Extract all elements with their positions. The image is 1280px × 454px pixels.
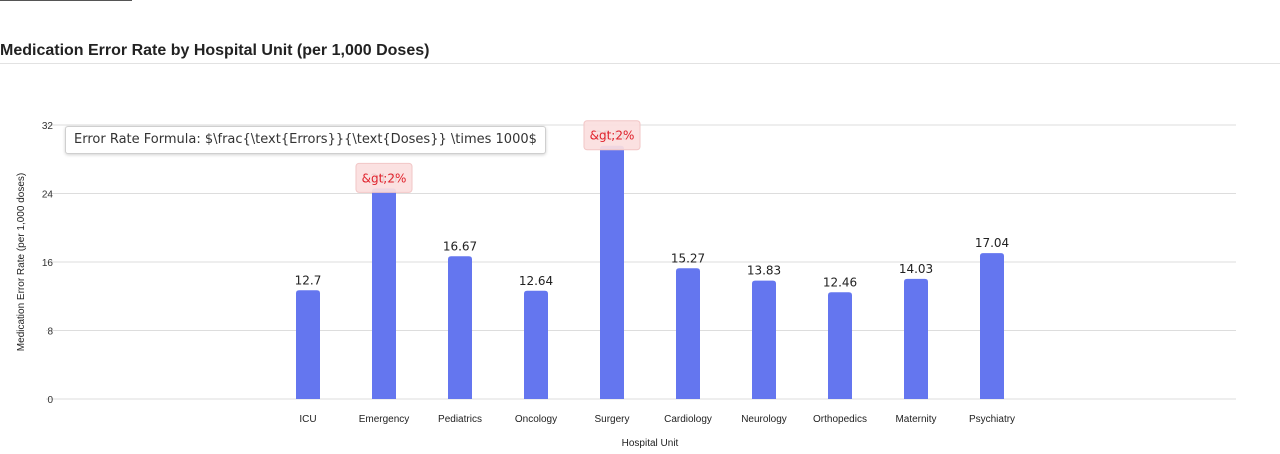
threshold-badge-text: &gt;2% [590, 129, 635, 143]
x-tick-label: Oncology [515, 414, 557, 425]
x-tick-label: Cardiology [664, 414, 712, 425]
bar-icu [296, 290, 320, 399]
formula-note: Error Rate Formula: $\frac{\text{Errors}… [65, 126, 546, 154]
x-tick-label: Maternity [895, 414, 936, 425]
top-divider [0, 0, 132, 1]
x-tick-label: Neurology [741, 414, 787, 425]
bar-oncology [524, 290, 548, 399]
x-tick-label: Pediatrics [438, 414, 482, 425]
x-tick-label: Psychiatry [969, 414, 1015, 425]
x-tick-label: ICU [299, 414, 316, 425]
data-label: 16.67 [443, 239, 477, 253]
bar-surgery [600, 145, 624, 399]
bar-neurology [752, 280, 776, 399]
data-label: 12.46 [823, 275, 857, 289]
data-label: 12.64 [519, 274, 553, 288]
y-tick-label: 24 [42, 190, 54, 201]
data-label: 14.03 [899, 262, 933, 276]
y-axis-label: Medication Error Rate (per 1,000 doses) [16, 173, 27, 351]
x-tick-label: Emergency [359, 414, 410, 425]
x-tick-label: Surgery [594, 414, 629, 425]
bar-orthopedics [828, 292, 852, 399]
data-label: 12.7 [295, 273, 322, 287]
y-tick-label: 8 [47, 327, 53, 338]
data-label: 13.83 [747, 264, 781, 278]
bar-cardiology [676, 268, 700, 399]
chart-title: Medication Error Rate by Hospital Unit (… [0, 42, 430, 59]
bar-emergency [372, 188, 396, 399]
bar-psychiatry [980, 253, 1004, 399]
x-tick-label: Orthopedics [813, 414, 867, 425]
data-label: 17.04 [975, 236, 1009, 250]
bar-pediatrics [448, 256, 472, 399]
threshold-badge [355, 162, 413, 193]
y-tick-label: 0 [47, 395, 53, 406]
x-axis-label: Hospital Unit [622, 438, 679, 449]
y-tick-label: 32 [42, 121, 54, 132]
data-label: 15.27 [671, 251, 705, 265]
y-tick-label: 16 [42, 258, 54, 269]
title-divider [0, 63, 1280, 64]
threshold-badge-text: &gt;2% [362, 171, 407, 185]
bar-maternity [904, 278, 928, 399]
threshold-badge [583, 120, 641, 151]
